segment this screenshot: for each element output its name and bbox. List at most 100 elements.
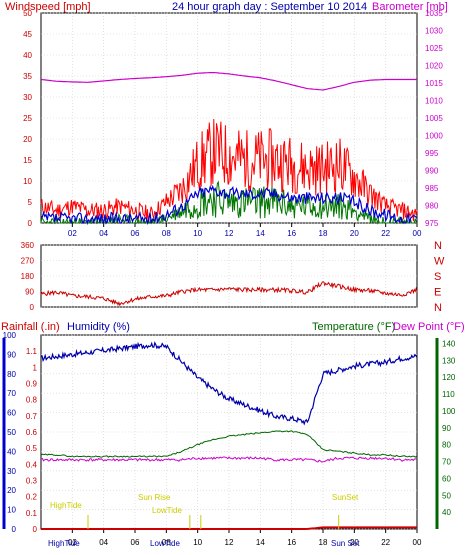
rainfall-tick-label: 0.6 xyxy=(26,428,38,437)
rainfall-line xyxy=(41,526,417,530)
humidity-tick-label: 70 xyxy=(7,389,16,398)
temperature-tick-label: 70 xyxy=(442,458,451,467)
hour-tick-label: 16 xyxy=(287,538,296,547)
temperature-tick-label: 60 xyxy=(442,474,451,483)
humidity-tick-label: 50 xyxy=(7,428,16,437)
bottom-high-tide-label: HighTide xyxy=(48,539,80,548)
hour-tick-label: 02 xyxy=(68,229,77,238)
temperature-ticks: 40 50 60 70 80 90 100 110 120 130 140 xyxy=(442,339,456,517)
humidity-ticks: 0 10 20 30 40 50 60 70 80 90 100 xyxy=(3,331,17,534)
chart-title: 24 hour graph day : September 10 2014 xyxy=(172,1,367,13)
temperature-axis-label: Temperature (°F) xyxy=(312,321,395,333)
temperature-tick-label: 140 xyxy=(442,339,456,348)
rainfall-tick-label: 0.1 xyxy=(26,509,38,518)
windspeed-tick-label: 15 xyxy=(23,156,32,165)
humidity-tick-label: 100 xyxy=(3,331,17,340)
humidity-tick-label: 30 xyxy=(7,467,16,476)
barometer-tick-label: 1035 xyxy=(425,9,443,18)
direction-degree-label: 360 xyxy=(21,241,35,250)
direction-degree-ticks: 0 90 180 270 360 xyxy=(21,241,35,312)
barometer-line xyxy=(40,71,417,91)
climate-hour-ticks: 02 04 06 08 10 12 14 16 18 20 22 00 xyxy=(68,529,422,547)
windspeed-tick-label: 50 xyxy=(23,9,32,18)
temperature-tick-label: 130 xyxy=(442,356,456,365)
rainfall-tick-label: 0.2 xyxy=(26,493,38,502)
temperature-tick-label: 90 xyxy=(442,424,451,433)
temperature-tick-label: 120 xyxy=(442,373,456,382)
temperature-tick-label: 110 xyxy=(442,390,455,399)
sunset-annotation: SunSet xyxy=(332,493,359,502)
barometer-tick-label: 1010 xyxy=(425,97,443,106)
wind-hour-ticks: 02 04 06 08 10 12 14 16 18 20 22 00 xyxy=(68,223,422,238)
temperature-tick-label: 100 xyxy=(442,407,456,416)
windspeed-tick-label: 25 xyxy=(23,114,32,123)
humidity-axis-label: Humidity (%) xyxy=(67,321,130,333)
barometer-tick-label: 1025 xyxy=(425,44,443,53)
climate-plot-grid xyxy=(41,334,417,530)
barometer-tick-label: 1000 xyxy=(425,132,443,141)
rainfall-tick-label: 0.8 xyxy=(26,396,38,405)
barometer-tick-label: 980 xyxy=(425,202,439,211)
hour-tick-label: 02 xyxy=(68,538,77,547)
humidity-tick-label: 10 xyxy=(7,506,16,515)
rainfall-tick-label: 0.4 xyxy=(26,460,38,469)
hour-tick-label: 12 xyxy=(225,229,234,238)
bottom-low-tide-label: LowTide xyxy=(150,539,180,548)
hour-tick-label: 20 xyxy=(350,538,359,547)
high-tide-annotation: HighTide xyxy=(50,501,82,510)
direction-degree-label: 180 xyxy=(21,272,35,281)
direction-degree-label: 270 xyxy=(21,257,35,266)
hour-tick-label: 06 xyxy=(131,229,140,238)
compass-label: N xyxy=(434,302,442,314)
direction-series xyxy=(40,281,418,307)
direction-degree-label: 0 xyxy=(30,303,35,312)
windspeed-tick-label: 30 xyxy=(23,93,32,102)
humidity-tick-label: 60 xyxy=(7,409,16,418)
hour-tick-label: 10 xyxy=(193,229,202,238)
hour-tick-label: 18 xyxy=(319,229,328,238)
wind-plot-grid xyxy=(41,12,417,224)
climate-series xyxy=(40,341,418,530)
hour-tick-label: 16 xyxy=(287,229,296,238)
rainfall-ticks: 0 0.1 0.2 0.3 0.4 0.5 0.6 0.7 0.8 0.9 1 1.1 xyxy=(26,347,38,534)
wind-series xyxy=(40,71,418,226)
hour-tick-label: 04 xyxy=(99,538,108,547)
hour-tick-label: 20 xyxy=(350,229,359,238)
rainfall-tick-label: 1.1 xyxy=(26,347,38,356)
rainfall-tick-label: 1 xyxy=(33,363,38,372)
hour-tick-label: 00 xyxy=(413,229,422,238)
barometer-tick-label: 975 xyxy=(425,219,439,228)
windspeed-tick-label: 35 xyxy=(23,72,32,81)
hour-tick-label: 22 xyxy=(381,229,390,238)
barometer-tick-label: 985 xyxy=(425,184,439,193)
dewpoint-axis-label: Dew Point (°F) xyxy=(393,321,465,333)
rainfall-tick-label: 0.7 xyxy=(26,412,38,421)
windspeed-tick-label: 5 xyxy=(28,198,33,207)
gust-line xyxy=(40,184,418,226)
compass-label: E xyxy=(434,287,441,299)
rainfall-tick-label: 0.5 xyxy=(26,444,38,453)
wind-direction-line xyxy=(40,281,418,307)
direction-degree-label: 90 xyxy=(25,288,34,297)
direction-plot-grid xyxy=(41,244,417,308)
barometer-tick-label: 1030 xyxy=(425,27,443,36)
hour-tick-label: 18 xyxy=(319,538,328,547)
windspeed-tick-label: 0 xyxy=(28,219,33,228)
hour-tick-label: 06 xyxy=(131,538,140,547)
humidity-tick-label: 80 xyxy=(7,370,16,379)
barometer-tick-label: 1020 xyxy=(425,62,443,71)
barometer-ticks: 975 980 985 990 995 1000 1005 1010 1015 1020 1025 1… xyxy=(425,9,443,228)
hour-tick-label: 10 xyxy=(193,538,202,547)
hour-tick-label: 08 xyxy=(162,538,171,547)
barometer-tick-label: 1015 xyxy=(425,79,443,88)
dewpoint-line xyxy=(40,456,418,463)
hour-tick-label: 12 xyxy=(225,538,234,547)
temperature-tick-label: 50 xyxy=(442,491,451,500)
windspeed-tick-label: 45 xyxy=(23,30,32,39)
low-tide-annotation: LowTide xyxy=(152,506,182,515)
barometer-tick-label: 990 xyxy=(425,167,439,176)
hour-tick-label: 08 xyxy=(162,229,171,238)
temperature-tick-label: 80 xyxy=(442,441,451,450)
